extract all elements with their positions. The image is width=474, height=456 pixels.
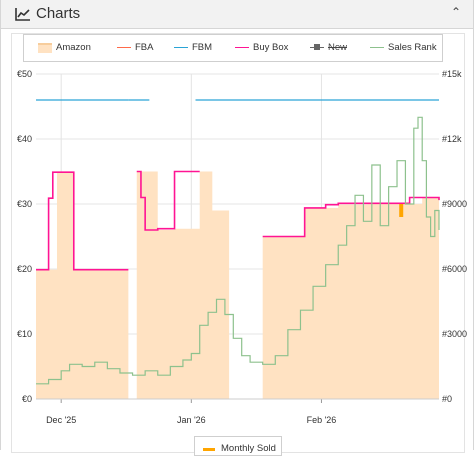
monthly-sold-legend[interactable]: Monthly Sold (194, 436, 282, 456)
series-buy-box-line (136, 170, 200, 231)
x-tick-label: Dec '25 (46, 415, 76, 425)
legend-swatch-sales-rank (370, 46, 384, 49)
series-buy-box-line (36, 171, 129, 271)
legend-item-buy-box[interactable]: Buy Box (235, 42, 288, 53)
legend-item-new[interactable]: New (310, 42, 347, 53)
legend-swatch-fba (117, 46, 131, 49)
monthly-sold-label: Monthly Sold (221, 443, 276, 454)
y-tick-left: €40 (17, 134, 32, 144)
legend-item-fbm[interactable]: FBM (174, 42, 212, 53)
legend-label: Buy Box (253, 42, 289, 53)
y-tick-left: €50 (17, 69, 32, 79)
x-tick-label: Jan '26 (177, 415, 206, 425)
axes: €0 #0 €10 #3000 €20 #6000 €30 #9000 €40 #12k €50 #1… (17, 69, 467, 425)
line-chart-icon (15, 8, 30, 21)
y-tick-right: #0 (442, 394, 452, 404)
y-tick-right: #6000 (442, 264, 467, 274)
panel-header[interactable]: Charts ⌃ (1, 0, 473, 29)
y-tick-left: €10 (17, 329, 32, 339)
chevron-up-icon[interactable]: ⌃ (450, 5, 461, 19)
series-amazon-area (136, 171, 230, 399)
legend-item-sales-rank[interactable]: Sales Rank (370, 42, 437, 53)
legend-label: New (328, 42, 348, 53)
series-monthly-sold-bar (399, 204, 404, 217)
bar-layer (399, 204, 404, 217)
line-layer (36, 99, 440, 385)
legend-label: FBA (135, 42, 154, 53)
chart-legend: Amazon FBA FBM Buy Box New Sales Rank (23, 34, 443, 62)
area-layer (36, 171, 439, 399)
series-amazon-area (262, 197, 439, 399)
legend-swatch-new (310, 43, 324, 50)
y-tick-left: €30 (17, 199, 32, 209)
y-tick-right: #12k (442, 134, 462, 144)
y-tick-left: €20 (17, 264, 32, 274)
legend-item-amazon[interactable]: Amazon (38, 42, 91, 53)
legend-label: FBM (192, 42, 213, 53)
legend-swatch-fbm (174, 46, 188, 49)
panel-title: Charts (36, 5, 81, 22)
y-tick-left: €0 (22, 394, 32, 404)
y-tick-right: #9000 (442, 199, 467, 209)
series-sales-rank-line (36, 116, 440, 385)
legend-label: Amazon (56, 42, 91, 53)
legend-item-fba[interactable]: FBA (117, 42, 153, 53)
legend-swatch-buy-box (235, 46, 249, 49)
series-buy-box-line (262, 196, 440, 238)
y-tick-right: #3000 (442, 329, 467, 339)
x-tick-label: Feb '26 (307, 415, 337, 425)
series-amazon-area (36, 172, 129, 399)
legend-swatch-amazon (38, 42, 52, 53)
legend-label: Sales Rank (388, 42, 437, 53)
y-tick-right: #15k (442, 69, 462, 79)
